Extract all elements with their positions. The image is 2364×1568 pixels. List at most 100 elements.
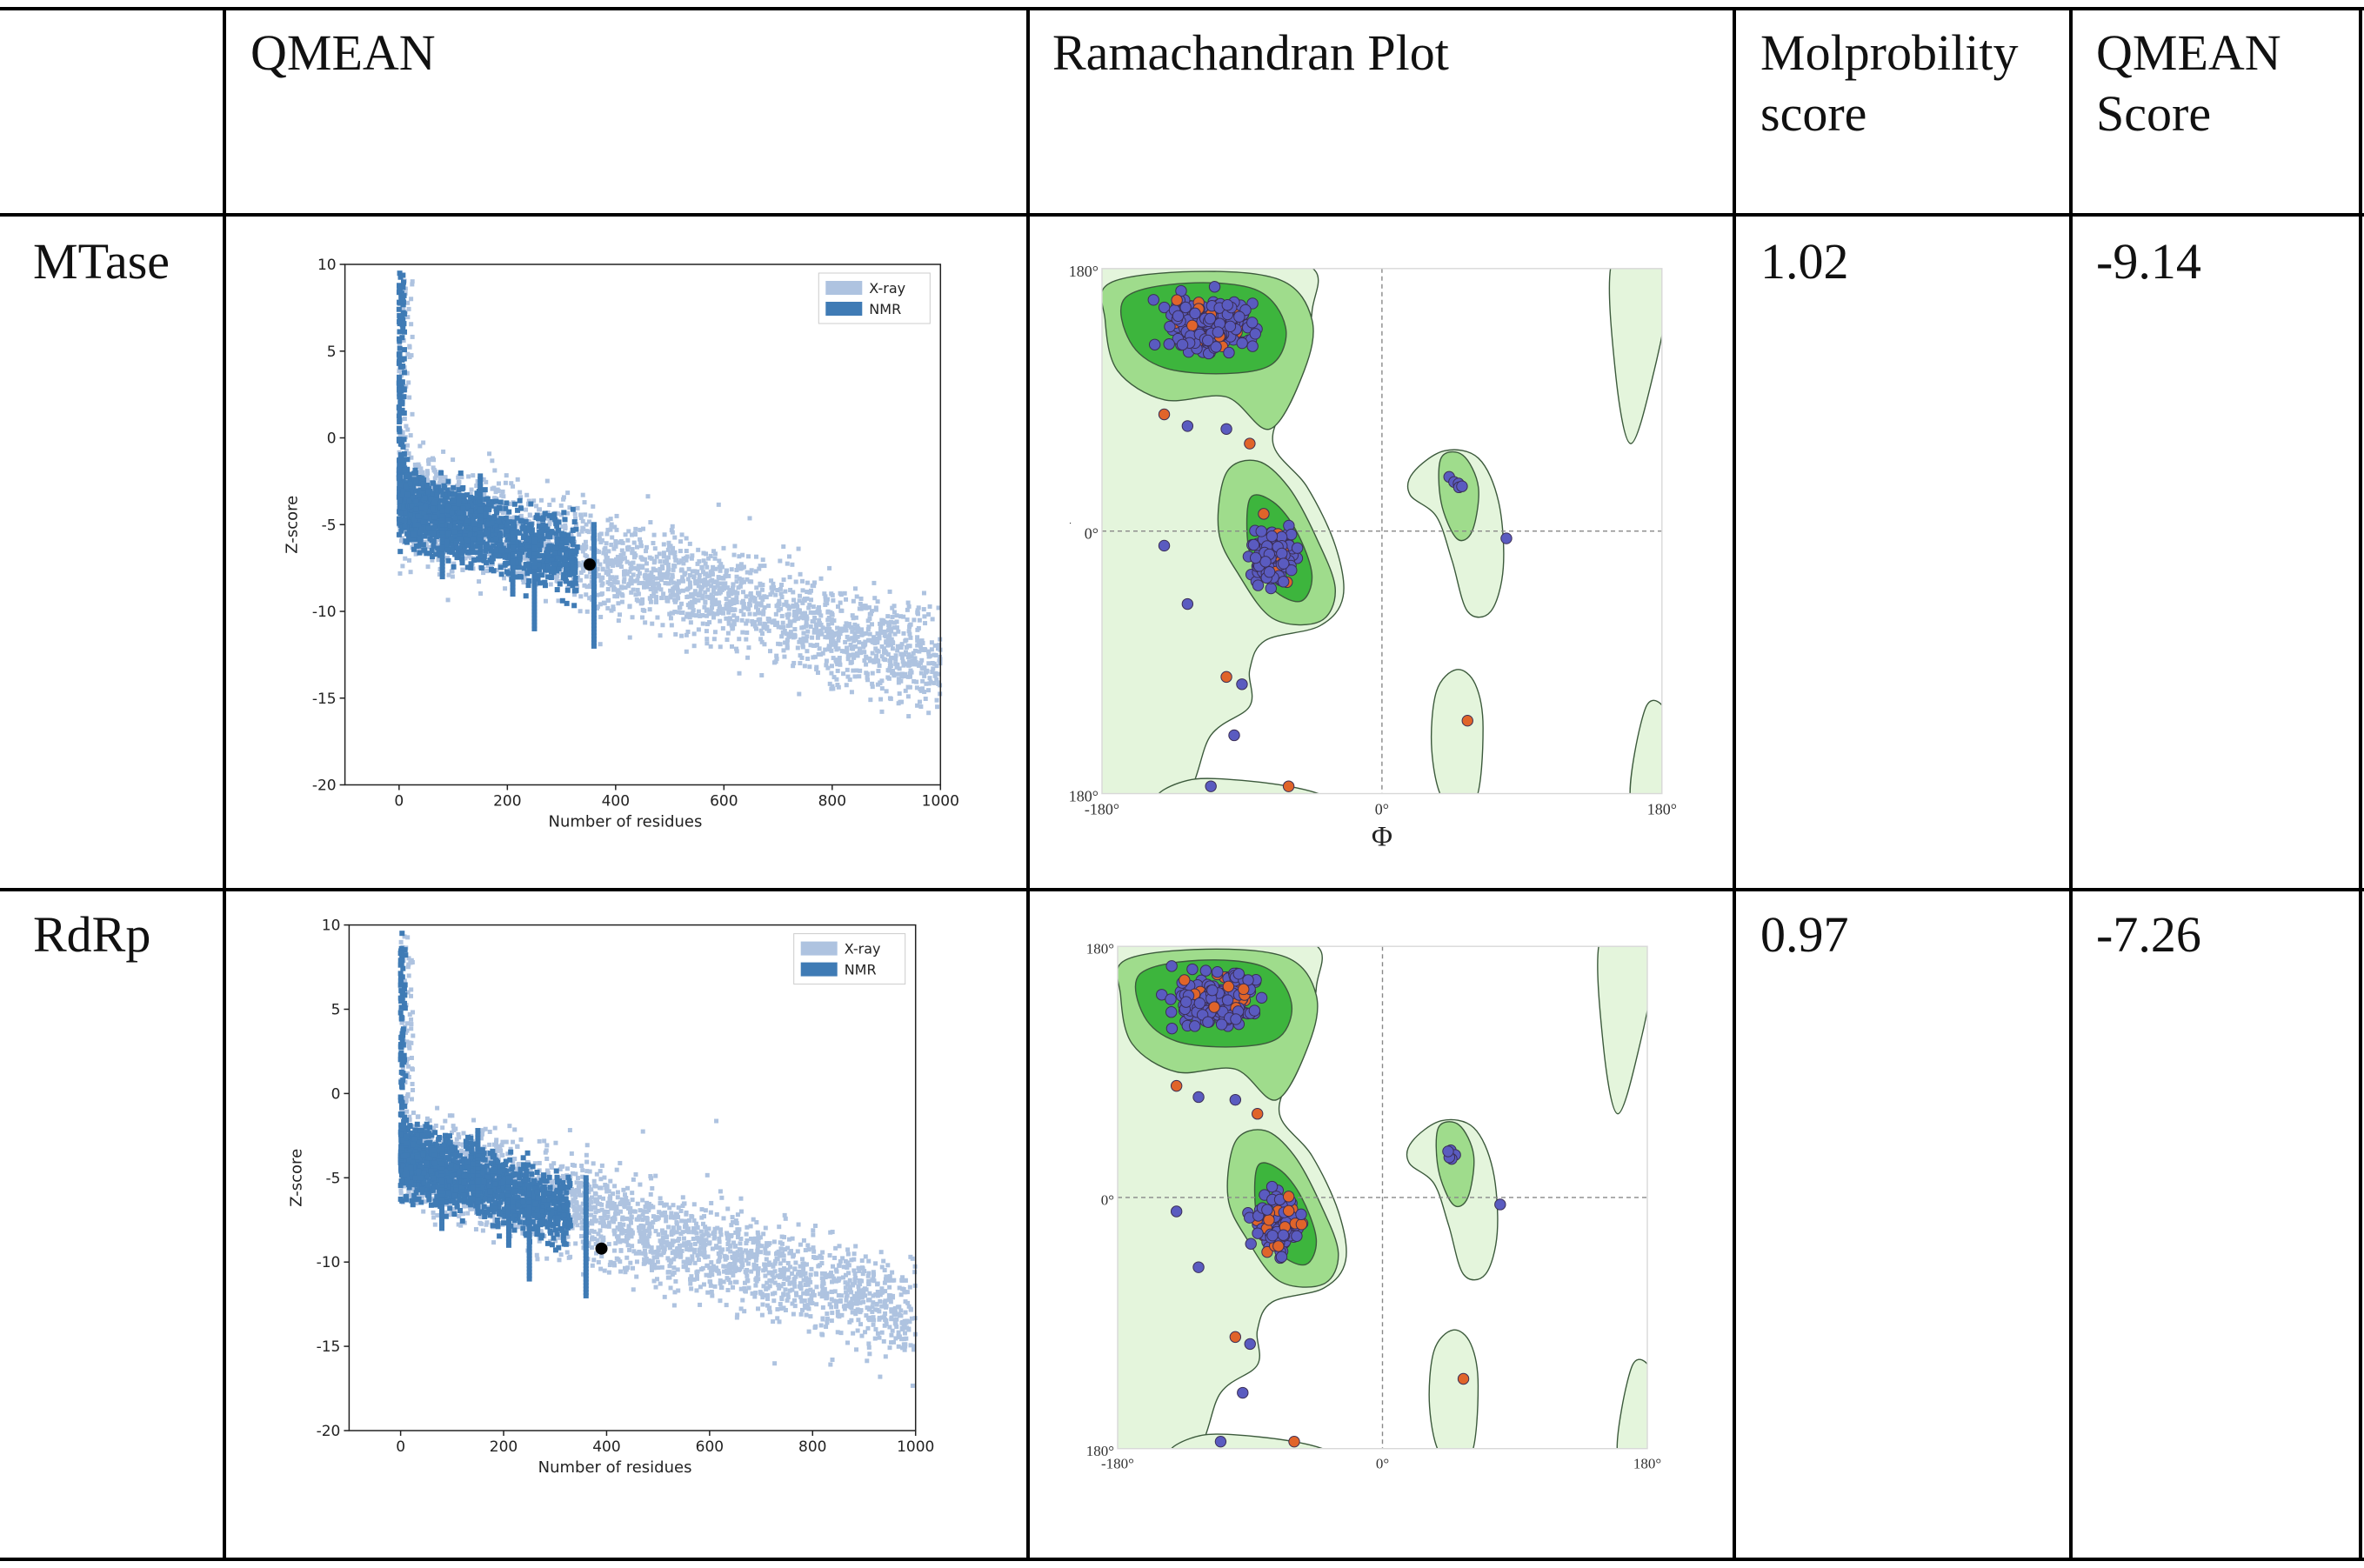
xray-point [647, 607, 652, 612]
xray-point [685, 611, 691, 617]
xray-point [727, 588, 732, 593]
xray-point [808, 588, 813, 593]
xray-point [583, 512, 588, 517]
xray-point [794, 602, 799, 607]
nmr-point [465, 537, 471, 544]
xray-point [805, 657, 811, 662]
table-row-divider [0, 888, 2364, 891]
xray-point [475, 478, 480, 484]
nmr-point [591, 632, 597, 638]
nmr-point [419, 476, 425, 482]
xray-point [836, 684, 841, 690]
xray-point [671, 580, 676, 585]
xray-point [718, 1278, 723, 1284]
xray-point [910, 658, 915, 664]
xray-point [735, 564, 740, 569]
xray-point [628, 1220, 633, 1225]
xray-point [897, 666, 902, 671]
xray-point [711, 564, 716, 570]
nmr-point [399, 379, 405, 385]
xray-point [638, 540, 644, 545]
xray-point [651, 579, 656, 584]
xray-point [830, 592, 835, 597]
xray-point [851, 655, 856, 660]
xray-point [805, 580, 810, 585]
xray-point [909, 654, 914, 659]
nmr-point [531, 560, 538, 566]
xray-point [665, 562, 671, 567]
nmr-point [531, 577, 538, 584]
xray-point [734, 574, 739, 579]
nmr-point [526, 526, 532, 532]
xray-point [678, 605, 683, 611]
xray-point [482, 537, 487, 542]
xray-point [787, 1264, 792, 1270]
xray-point [852, 644, 858, 649]
xray-point [596, 550, 601, 555]
xray-point [691, 644, 697, 649]
xray-point [666, 555, 671, 560]
xray-point [441, 479, 446, 484]
nmr-point [452, 551, 458, 557]
xray-point [919, 647, 925, 652]
xray-point [745, 618, 750, 624]
nmr-point [528, 550, 534, 557]
nmr-point [411, 517, 417, 524]
xray-point [625, 1185, 631, 1191]
xray-point [696, 609, 701, 614]
xray-point [917, 649, 922, 654]
nmr-point [403, 496, 409, 502]
xray-point [719, 1195, 725, 1200]
xray-point [708, 644, 713, 649]
table-col-divider [223, 7, 226, 1561]
nmr-point [531, 595, 538, 601]
nmr-point [431, 500, 437, 506]
xray-point [601, 1196, 606, 1201]
xray-point [866, 1344, 871, 1350]
xray-point [427, 457, 432, 462]
xray-point [604, 531, 610, 537]
xray-point [450, 569, 455, 574]
xray-point [651, 566, 656, 571]
xray-point [658, 570, 663, 576]
xray-point [605, 605, 611, 611]
nmr-point [498, 564, 504, 570]
nmr-point [491, 517, 498, 523]
nmr-point [544, 526, 551, 532]
xray-point [888, 619, 893, 624]
xray-point [672, 592, 678, 597]
xray-point [456, 542, 461, 547]
nmr-point [431, 530, 437, 537]
nmr-point [528, 569, 534, 575]
xray-point [915, 643, 920, 648]
xray-point [738, 609, 744, 614]
xray-point [613, 1241, 618, 1246]
xray-point [518, 513, 524, 518]
xray-point [907, 671, 912, 676]
xray-point [719, 564, 725, 570]
xray-point [450, 1113, 455, 1118]
xray-point [828, 610, 833, 615]
xray-point [782, 654, 787, 659]
xray-point [801, 615, 806, 620]
legend-label-xray: X-ray [869, 280, 905, 297]
xray-point [547, 519, 552, 524]
nmr-point [405, 519, 411, 525]
xray-point [845, 634, 850, 639]
xray-point [776, 624, 781, 630]
xray-point [788, 623, 793, 628]
nmr-point [554, 587, 560, 593]
xray-point [932, 680, 937, 685]
xray-point [712, 556, 718, 561]
nmr-point [497, 537, 503, 543]
xray-point [587, 596, 592, 601]
nmr-point [463, 523, 469, 529]
nmr-point [414, 530, 420, 536]
xray-point [688, 584, 693, 589]
xray-point [734, 649, 739, 654]
xray-point [922, 614, 927, 619]
xray-point [687, 615, 692, 620]
xray-point [419, 1194, 424, 1199]
xray-point [623, 585, 628, 591]
nmr-point [396, 387, 402, 393]
